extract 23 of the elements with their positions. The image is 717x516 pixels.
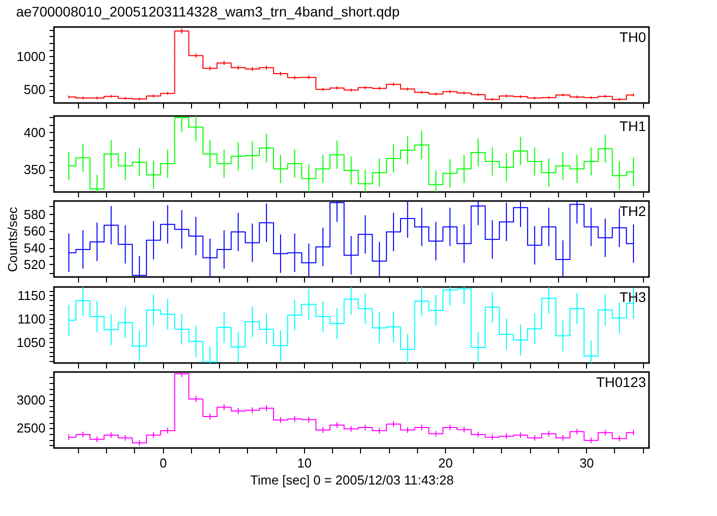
y-tick-label: 2500	[16, 420, 46, 436]
y-tick-label: 500	[24, 82, 46, 98]
y-tick-label: 1150	[18, 288, 46, 303]
y-tick-label: 350	[24, 162, 46, 178]
x-tick-label: 10	[297, 456, 312, 470]
text: TH0123	[596, 374, 646, 390]
y-tick-label: 1000	[16, 48, 46, 64]
chart-title: ae700008010_20051203114328_wam3_trn_4band_short.qdp	[16, 4, 400, 20]
y-tick-label: 560	[24, 224, 46, 239]
x-axis-title: Time [sec] 0 = 2005/12/03 11:43:28	[250, 472, 454, 488]
y-tick-label: 580	[24, 206, 46, 222]
series-label: TH1	[620, 118, 646, 134]
y-tick-label: 1100	[18, 311, 46, 326]
x-tick-label: 20	[438, 456, 453, 470]
x-tick-label: 0	[160, 456, 167, 470]
x-tick-label: 30	[579, 456, 594, 470]
y-tick-label: 400	[24, 124, 46, 140]
y-tick-label: 540	[24, 240, 46, 256]
y-axis-title: Counts/sec	[4, 206, 20, 272]
y-tick-label: 1050	[16, 334, 46, 350]
y-tick-label: 3000	[16, 392, 46, 408]
y-tick-label: 520	[24, 256, 46, 272]
text: TH0	[620, 29, 646, 45]
